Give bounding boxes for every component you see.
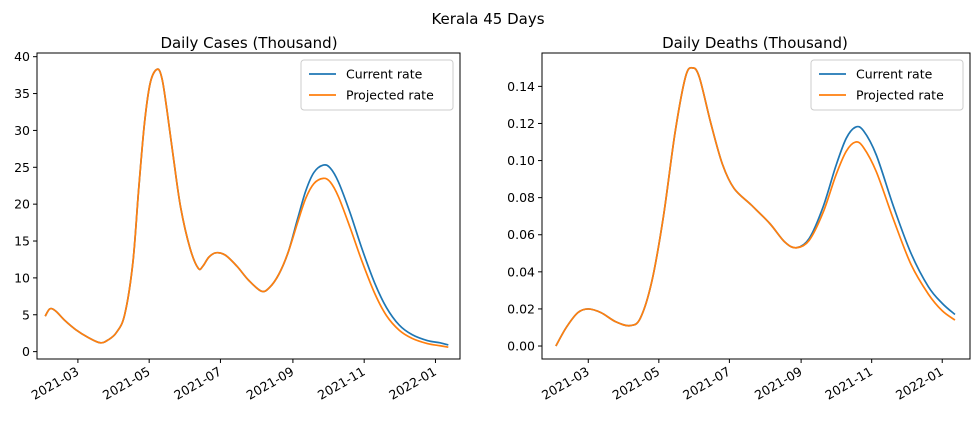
y-tick-label: 5 — [22, 307, 30, 322]
figure-suptitle: Kerala 45 Days — [431, 10, 544, 28]
axes-frame — [541, 52, 971, 360]
y-tick-label: 0.04 — [507, 264, 535, 279]
y-tick-label: 0.10 — [507, 153, 535, 168]
series-line — [555, 66, 956, 347]
y-tick-label: 40 — [14, 49, 30, 64]
y-tick-label: 20 — [14, 197, 30, 212]
axes-frame — [36, 52, 461, 360]
series-lines — [44, 68, 449, 349]
y-tick-label: 0 — [22, 344, 30, 359]
y-tick-label: 0.00 — [507, 339, 535, 354]
legend: Current rate Projected rate — [810, 59, 964, 111]
y-tick-label: 10 — [14, 270, 30, 285]
y-tick-label: 0.12 — [507, 116, 535, 131]
legend-box — [300, 59, 454, 111]
y-tick-label: 15 — [14, 234, 30, 249]
legend: Current rate Projected rate — [300, 59, 454, 111]
series-lines — [555, 66, 956, 347]
legend-label: Projected rate — [346, 88, 434, 103]
series-line — [44, 68, 449, 349]
y-tick-label: 0.08 — [507, 190, 535, 205]
y-tick-label: 30 — [14, 123, 30, 138]
y-tick-label: 0.02 — [507, 301, 535, 316]
y-tick-label: 0.06 — [507, 227, 535, 242]
chart-title: Daily Cases (Thousand) — [160, 34, 337, 52]
chart-title: Daily Deaths (Thousand) — [662, 34, 848, 52]
y-tick-label: 25 — [14, 160, 30, 175]
y-tick-label: 35 — [14, 86, 30, 101]
legend-label: Current rate — [856, 67, 933, 82]
y-tick-label: 0.14 — [507, 79, 535, 94]
legend-label: Projected rate — [856, 88, 944, 103]
legend-label: Current rate — [346, 67, 423, 82]
legend-box — [810, 59, 964, 111]
